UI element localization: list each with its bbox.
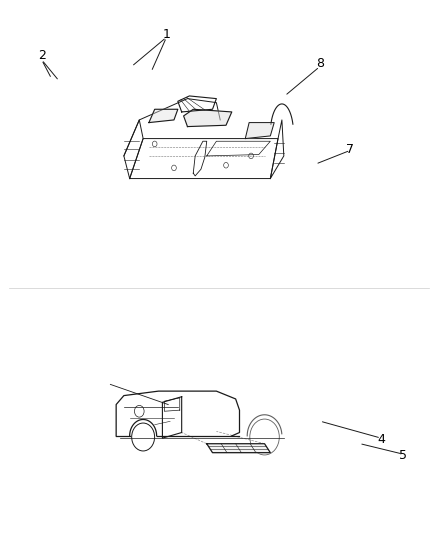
Text: 2: 2 [38,50,46,62]
Polygon shape [184,109,232,127]
Polygon shape [245,123,274,139]
Polygon shape [207,443,270,453]
Text: 8: 8 [316,58,324,70]
Text: 1: 1 [162,28,170,41]
Text: 7: 7 [346,143,354,156]
Text: 4: 4 [377,433,385,446]
Text: 5: 5 [399,449,407,462]
Polygon shape [149,109,178,123]
